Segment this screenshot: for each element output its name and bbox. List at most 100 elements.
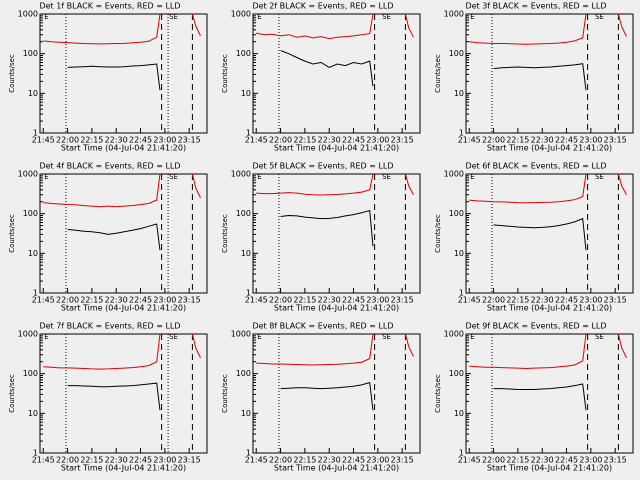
annotation: E — [44, 333, 48, 341]
y-tick-label: 10 — [241, 249, 251, 258]
x-axis-label: Start Time (04-Jul-04 21:41:20) — [61, 464, 186, 473]
series-line — [67, 63, 161, 91]
annotation: SE — [169, 13, 178, 21]
series-line — [280, 50, 374, 87]
series-line — [43, 13, 201, 45]
x-tick-label: 21:45 — [458, 136, 481, 145]
y-tick-label: 100 — [449, 369, 464, 378]
annotation: E — [470, 173, 474, 181]
y-tick-label: 1 — [33, 129, 38, 138]
series-line — [280, 209, 374, 247]
plot-frame — [39, 333, 208, 454]
y-tick-label: 100 — [449, 209, 464, 218]
x-tick-label: 23:15 — [391, 136, 414, 145]
chart-title: Det 2f BLACK = Events, RED = LLD — [252, 2, 393, 11]
y-tick-label: 1 — [246, 129, 251, 138]
x-tick-label: 22:00 — [482, 296, 505, 305]
y-tick-label: 1 — [33, 289, 38, 298]
annotation: E — [44, 13, 48, 21]
x-tick-label: 23:00 — [366, 136, 389, 145]
plot-frame — [465, 173, 634, 294]
y-tick-label: 100 — [236, 49, 251, 58]
x-tick-label: 22:00 — [482, 136, 505, 145]
y-tick-label: 10 — [241, 409, 251, 418]
plot-frame — [39, 173, 208, 294]
x-tick-label: 21:45 — [245, 456, 268, 465]
x-tick-label: 23:00 — [366, 456, 389, 465]
x-tick-label: 22:00 — [269, 296, 292, 305]
y-tick-label: 1000 — [231, 330, 251, 339]
x-tick-label: 23:00 — [579, 296, 602, 305]
y-tick-label: 100 — [23, 209, 38, 218]
annotation: E — [470, 333, 474, 341]
x-tick-label: 23:15 — [391, 456, 414, 465]
series-line — [256, 333, 414, 366]
y-tick-label: 1000 — [18, 330, 38, 339]
x-tick-label: 22:30 — [105, 296, 128, 305]
chart-title: Det 9f BLACK = Events, RED = LLD — [465, 322, 606, 331]
y-tick-label: 1000 — [231, 10, 251, 19]
annotation: SE — [595, 333, 604, 341]
chart-title: Det 8f BLACK = Events, RED = LLD — [252, 322, 393, 331]
x-tick-label: 22:30 — [318, 136, 341, 145]
x-tick-label: 22:15 — [293, 456, 316, 465]
x-tick-label: 22:00 — [482, 456, 505, 465]
x-tick-label: 22:30 — [318, 296, 341, 305]
annotation: E — [257, 13, 261, 21]
x-tick-label: 23:00 — [153, 456, 176, 465]
x-tick-label: 23:15 — [178, 456, 201, 465]
x-tick-label: 23:15 — [178, 296, 201, 305]
x-tick-label: 22:45 — [342, 456, 365, 465]
x-tick-label: 21:45 — [32, 296, 55, 305]
x-tick-label: 22:00 — [56, 136, 79, 145]
annotation: E — [44, 173, 48, 181]
series-line — [493, 383, 587, 411]
series-line — [469, 13, 627, 45]
chart-title: Det 5f BLACK = Events, RED = LLD — [252, 162, 393, 171]
annotation: SE — [169, 173, 178, 181]
y-tick-label: 1000 — [18, 10, 38, 19]
x-tick-label: 22:45 — [555, 136, 578, 145]
y-tick-label: 1 — [459, 289, 464, 298]
series-line — [493, 217, 587, 251]
series-line — [43, 173, 201, 208]
series-line — [256, 13, 414, 40]
x-tick-label: 21:45 — [458, 296, 481, 305]
chart-title: Det 4f BLACK = Events, RED = LLD — [39, 162, 180, 171]
x-tick-label: 22:00 — [269, 136, 292, 145]
y-tick-label: 100 — [236, 369, 251, 378]
y-tick-label: 1000 — [231, 170, 251, 179]
y-tick-label: 10 — [28, 249, 38, 258]
x-tick-label: 23:15 — [604, 136, 627, 145]
x-tick-label: 23:00 — [579, 136, 602, 145]
y-axis-label: Counts/sec — [8, 374, 16, 413]
x-tick-label: 22:00 — [56, 296, 79, 305]
y-tick-label: 1 — [459, 129, 464, 138]
x-tick-label: 23:15 — [178, 136, 201, 145]
plot-frame — [252, 13, 421, 134]
x-tick-label: 22:15 — [80, 296, 103, 305]
y-axis-label: Counts/sec — [8, 214, 16, 253]
y-tick-label: 10 — [454, 409, 464, 418]
annotation: E — [257, 173, 261, 181]
x-tick-label: 22:15 — [506, 136, 529, 145]
annotation: SE — [595, 13, 604, 21]
x-tick-label: 21:45 — [32, 456, 55, 465]
x-tick-label: 22:15 — [506, 296, 529, 305]
annotation: SE — [382, 333, 391, 341]
x-tick-label: 22:30 — [531, 296, 554, 305]
x-axis-label: Start Time (04-Jul-04 21:41:20) — [61, 304, 186, 313]
y-tick-label: 1000 — [444, 170, 464, 179]
y-tick-label: 100 — [23, 49, 38, 58]
series-line — [280, 381, 374, 411]
x-tick-label: 22:45 — [129, 296, 152, 305]
chart-title: Det 1f BLACK = Events, RED = LLD — [39, 2, 180, 11]
x-tick-label: 23:00 — [366, 296, 389, 305]
y-tick-label: 1000 — [18, 170, 38, 179]
plot-frame — [39, 13, 208, 134]
x-axis-label: Start Time (04-Jul-04 21:41:20) — [487, 304, 612, 313]
x-tick-label: 22:30 — [531, 136, 554, 145]
x-tick-label: 22:00 — [56, 456, 79, 465]
x-tick-label: 22:15 — [80, 456, 103, 465]
x-axis-label: Start Time (04-Jul-04 21:41:20) — [487, 144, 612, 153]
